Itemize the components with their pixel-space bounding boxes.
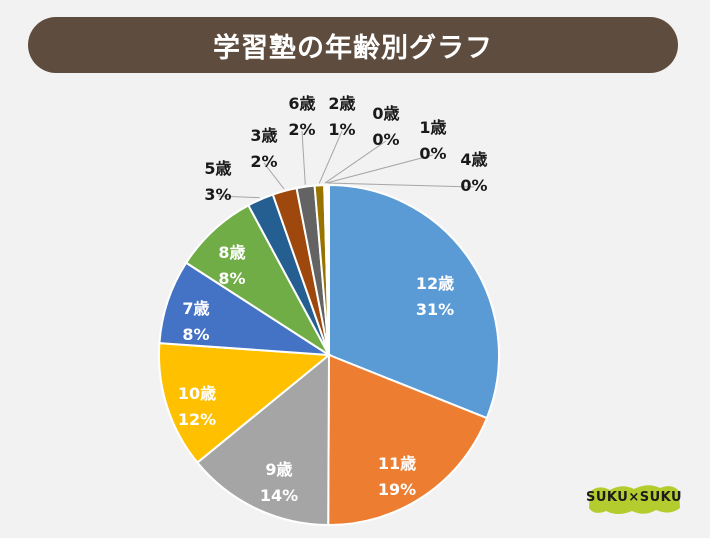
slice-label-12歳: 12歳 <box>416 274 454 293</box>
pie-slice-12歳 <box>328 183 500 420</box>
slice-label-5歳: 5歳 <box>204 159 231 178</box>
leader-line-4歳 <box>328 182 475 188</box>
slice-percent-4歳: 0% <box>460 176 487 195</box>
slice-label-10歳: 10歳 <box>178 384 216 403</box>
slice-percent-8歳: 8% <box>218 269 245 288</box>
slice-label-9歳: 9歳 <box>265 460 292 479</box>
slice-label-4歳: 4歳 <box>460 150 487 169</box>
slice-percent-1歳: 0% <box>419 144 446 163</box>
slice-label-11歳: 11歳 <box>378 454 416 473</box>
slice-percent-3歳: 2% <box>250 152 277 171</box>
suku-suku-logo: SUKU×SUKU <box>586 482 682 518</box>
leader-line-3歳 <box>263 162 285 190</box>
chart-title: 学習塾の年齢別グラフ <box>213 32 493 64</box>
slice-label-8歳: 8歳 <box>218 243 245 262</box>
leader-line-6歳 <box>301 130 306 185</box>
slice-percent-11歳: 19% <box>378 480 416 499</box>
slice-label-0歳: 0歳 <box>372 104 399 123</box>
slice-percent-2歳: 1% <box>328 120 355 139</box>
slice-label-3歳: 3歳 <box>250 126 277 145</box>
slice-percent-12歳: 31% <box>416 300 454 319</box>
slice-label-6歳: 6歳 <box>288 94 315 113</box>
pie-slice-11歳 <box>327 353 489 526</box>
slice-percent-0歳: 0% <box>372 130 399 149</box>
slice-percent-6歳: 2% <box>288 120 315 139</box>
leader-line-0歳 <box>324 140 387 184</box>
title-bar: 学習塾の年齢別グラフ <box>28 17 678 73</box>
slice-percent-9歳: 14% <box>260 486 298 505</box>
pie-slice-4歳 <box>326 183 330 356</box>
slice-label-2歳: 2歳 <box>328 94 355 113</box>
logo-brush-background <box>589 485 680 514</box>
slice-percent-7歳: 8% <box>182 325 209 344</box>
slice-label-7歳: 7歳 <box>182 299 209 318</box>
pie-slice-9歳 <box>195 352 331 527</box>
pie-slice-10歳 <box>158 342 332 464</box>
leader-line-2歳 <box>318 130 343 184</box>
leader-line-5歳 <box>217 195 260 199</box>
leader-line-1歳 <box>326 154 434 184</box>
slice-percent-5歳: 3% <box>204 185 231 204</box>
slice-label-1歳: 1歳 <box>419 118 446 137</box>
logo-text: SUKU×SUKU <box>586 490 683 505</box>
slice-percent-10歳: 12% <box>178 410 216 429</box>
